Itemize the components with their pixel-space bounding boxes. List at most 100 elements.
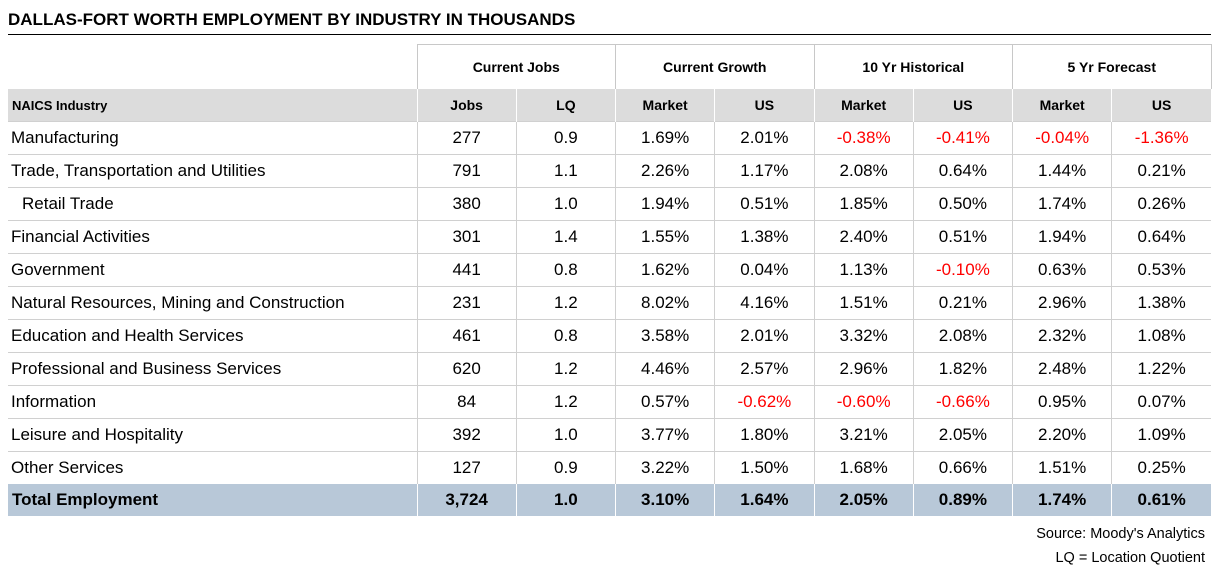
cell-lq: 1.1 xyxy=(515,154,616,188)
cell-growth-market: 4.46% xyxy=(614,352,715,386)
cell-forecast-us: 0.26% xyxy=(1111,187,1212,221)
industry-name: Other Services xyxy=(8,451,417,484)
cell-growth-us: 4.16% xyxy=(714,286,815,320)
cell-forecast-market: 1.51% xyxy=(1012,451,1112,484)
cell-growth-us: 1.38% xyxy=(714,220,815,254)
cell-lq: 1.0 xyxy=(515,187,616,221)
cell-growth-us: 0.51% xyxy=(714,187,815,221)
cell-growth-us: 2.01% xyxy=(714,319,815,353)
cell-lq: 1.2 xyxy=(515,385,616,419)
cell-jobs: 84 xyxy=(416,385,517,419)
total-growth-market: 3.10% xyxy=(614,484,715,516)
cell-growth-market: 2.26% xyxy=(614,154,715,188)
cell-jobs: 441 xyxy=(416,253,517,287)
cell-forecast-us: 0.64% xyxy=(1111,220,1212,254)
cell-forecast-market: 1.44% xyxy=(1012,154,1112,188)
source-note: Source: Moody's Analytics xyxy=(1036,526,1205,542)
cell-growth-us: 1.80% xyxy=(714,418,815,452)
cell-forecast-us: 1.22% xyxy=(1111,352,1212,386)
cell-lq: 0.8 xyxy=(515,253,616,287)
cell-lq: 0.9 xyxy=(515,121,616,155)
total-forecast-us: 0.61% xyxy=(1111,484,1212,516)
cell-lq: 0.8 xyxy=(515,319,616,353)
cell-growth-us: 1.17% xyxy=(714,154,815,188)
table-row: Other Services 127 0.9 3.22% 1.50% 1.68% 0.66%… xyxy=(8,451,1212,484)
total-growth-us: 1.64% xyxy=(714,484,815,516)
column-header-forecast-market: Market xyxy=(1012,89,1112,122)
cell-forecast-us: 1.08% xyxy=(1111,319,1212,353)
cell-historical-us: 0.64% xyxy=(912,154,1013,188)
column-header-forecast-us: US xyxy=(1111,89,1212,122)
cell-forecast-market: 0.95% xyxy=(1012,385,1112,419)
cell-growth-market: 3.77% xyxy=(614,418,715,452)
cell-jobs: 231 xyxy=(416,286,517,320)
cell-historical-market: 1.51% xyxy=(813,286,914,320)
group-header-current-growth: Current Growth xyxy=(615,44,815,89)
cell-historical-us: 0.21% xyxy=(912,286,1013,320)
total-lq: 1.0 xyxy=(515,484,616,516)
cell-forecast-market: 2.48% xyxy=(1012,352,1112,386)
cell-historical-market: 2.96% xyxy=(813,352,914,386)
industry-name: Manufacturing xyxy=(8,121,417,155)
total-jobs: 3,724 xyxy=(416,484,517,516)
cell-forecast-us: 0.07% xyxy=(1111,385,1212,419)
table-row: Professional and Business Services 620 1.2… xyxy=(8,352,1212,386)
table-row: Financial Activities 301 1.4 1.55% 1.38% 2.40… xyxy=(8,220,1212,254)
cell-historical-us: 0.51% xyxy=(912,220,1013,254)
cell-growth-market: 3.58% xyxy=(614,319,715,353)
lq-note: LQ = Location Quotient xyxy=(1055,550,1205,566)
total-row: Total Employment 3,724 1.0 3.10% 1.64% 2… xyxy=(8,484,1212,516)
cell-forecast-market: 2.96% xyxy=(1012,286,1112,320)
group-header-blank xyxy=(8,44,417,89)
employment-table: Current Jobs Current Growth 10 Yr Histor… xyxy=(8,44,1212,516)
total-historical-market: 2.05% xyxy=(813,484,914,516)
cell-forecast-market: 2.32% xyxy=(1012,319,1112,353)
industry-name: Professional and Business Services xyxy=(8,352,417,386)
cell-jobs: 301 xyxy=(416,220,517,254)
cell-lq: 1.0 xyxy=(515,418,616,452)
cell-historical-market: 2.40% xyxy=(813,220,914,254)
cell-historical-market: 1.13% xyxy=(813,253,914,287)
cell-historical-market: -0.60% xyxy=(813,385,914,419)
industry-name: Information xyxy=(8,385,417,419)
cell-forecast-market: 2.20% xyxy=(1012,418,1112,452)
column-header-growth-market: Market xyxy=(614,89,715,122)
group-header-10yr-historical: 10 Yr Historical xyxy=(813,44,1013,89)
cell-lq: 1.2 xyxy=(515,352,616,386)
cell-jobs: 277 xyxy=(416,121,517,155)
cell-historical-us: 0.66% xyxy=(912,451,1013,484)
cell-historical-us: 0.50% xyxy=(912,187,1013,221)
table-row: Information 84 1.2 0.57% -0.62% -0.60% -0.66% 0… xyxy=(8,385,1212,419)
cell-forecast-market: 0.63% xyxy=(1012,253,1112,287)
industry-name: Natural Resources, Mining and Constructi… xyxy=(8,286,417,320)
cell-historical-us: 2.08% xyxy=(912,319,1013,353)
total-forecast-market: 1.74% xyxy=(1012,484,1112,516)
cell-forecast-market: 1.74% xyxy=(1012,187,1112,221)
column-header-historical-us: US xyxy=(912,89,1013,122)
cell-jobs: 791 xyxy=(416,154,517,188)
cell-growth-us: -0.62% xyxy=(714,385,815,419)
total-label: Total Employment xyxy=(8,484,417,516)
cell-jobs: 461 xyxy=(416,319,517,353)
cell-historical-us: 1.82% xyxy=(912,352,1013,386)
cell-growth-market: 1.69% xyxy=(614,121,715,155)
cell-historical-market: 2.08% xyxy=(813,154,914,188)
column-header-row: NAICS Industry Jobs LQ Market US Market … xyxy=(8,89,1212,122)
cell-lq: 0.9 xyxy=(515,451,616,484)
table-row: Natural Resources, Mining and Constructi… xyxy=(8,286,1212,320)
cell-forecast-us: 0.25% xyxy=(1111,451,1212,484)
footnotes: Source: Moody's Analytics LQ = Location … xyxy=(1036,522,1205,570)
cell-growth-market: 0.57% xyxy=(614,385,715,419)
cell-growth-us: 1.50% xyxy=(714,451,815,484)
column-header-jobs: Jobs xyxy=(416,89,517,122)
industry-name: Education and Health Services xyxy=(8,319,417,353)
total-historical-us: 0.89% xyxy=(912,484,1013,516)
industry-name: Trade, Transportation and Utilities xyxy=(8,154,417,188)
cell-forecast-us: -1.36% xyxy=(1111,121,1212,155)
cell-jobs: 127 xyxy=(416,451,517,484)
cell-historical-market: 3.32% xyxy=(813,319,914,353)
table-body: Manufacturing 277 0.9 1.69% 2.01% -0.38% -0.41… xyxy=(8,121,1212,484)
cell-forecast-us: 0.53% xyxy=(1111,253,1212,287)
cell-historical-market: 3.21% xyxy=(813,418,914,452)
